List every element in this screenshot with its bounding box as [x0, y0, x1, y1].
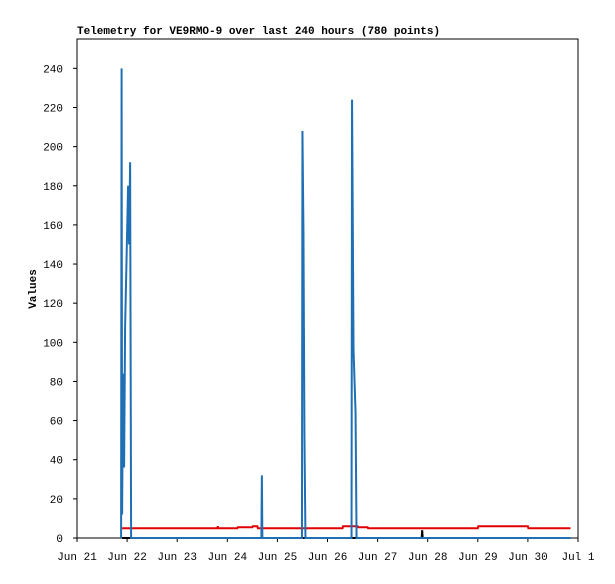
plot-frame: [76, 38, 579, 539]
x-tick-label: Jun 22: [107, 552, 147, 564]
y-tick-label: 180: [43, 182, 63, 194]
series-line: [120, 68, 571, 539]
y-tick-label: 0: [56, 534, 63, 546]
x-tick-label: Jun 24: [207, 552, 247, 564]
x-tick-label: Jun 29: [458, 552, 498, 564]
y-tick-label: 240: [43, 64, 63, 76]
x-tick-label: Jun 23: [157, 552, 197, 564]
x-tick-label: Jun 21: [57, 552, 97, 564]
x-tick-label: Jun 28: [408, 552, 448, 564]
y-tick-label: 220: [43, 103, 63, 115]
y-tick-label: 40: [50, 456, 63, 468]
chart-title: Telemetry for VE9RMO-9 over last 240 hou…: [77, 26, 440, 38]
x-tick-label: Jun 25: [258, 552, 298, 564]
series-line: [122, 530, 571, 539]
y-tick-label: 120: [43, 299, 63, 311]
x-tick-label: Jun 30: [508, 552, 548, 564]
x-tick-label: Jun 26: [308, 552, 348, 564]
y-tick-label: 60: [50, 417, 63, 429]
y-tick-label: 80: [50, 377, 63, 389]
x-tick-label: Jul 1: [561, 552, 594, 564]
y-tick-label: 200: [43, 143, 63, 155]
y-tick-label: 160: [43, 221, 63, 233]
series-line: [122, 525, 571, 530]
y-tick-label: 20: [50, 495, 63, 507]
y-tick-label: 140: [43, 260, 63, 272]
y-axis-label: Values: [28, 269, 40, 309]
x-tick-label: Jun 27: [358, 552, 398, 564]
y-tick-label: 100: [43, 338, 63, 350]
